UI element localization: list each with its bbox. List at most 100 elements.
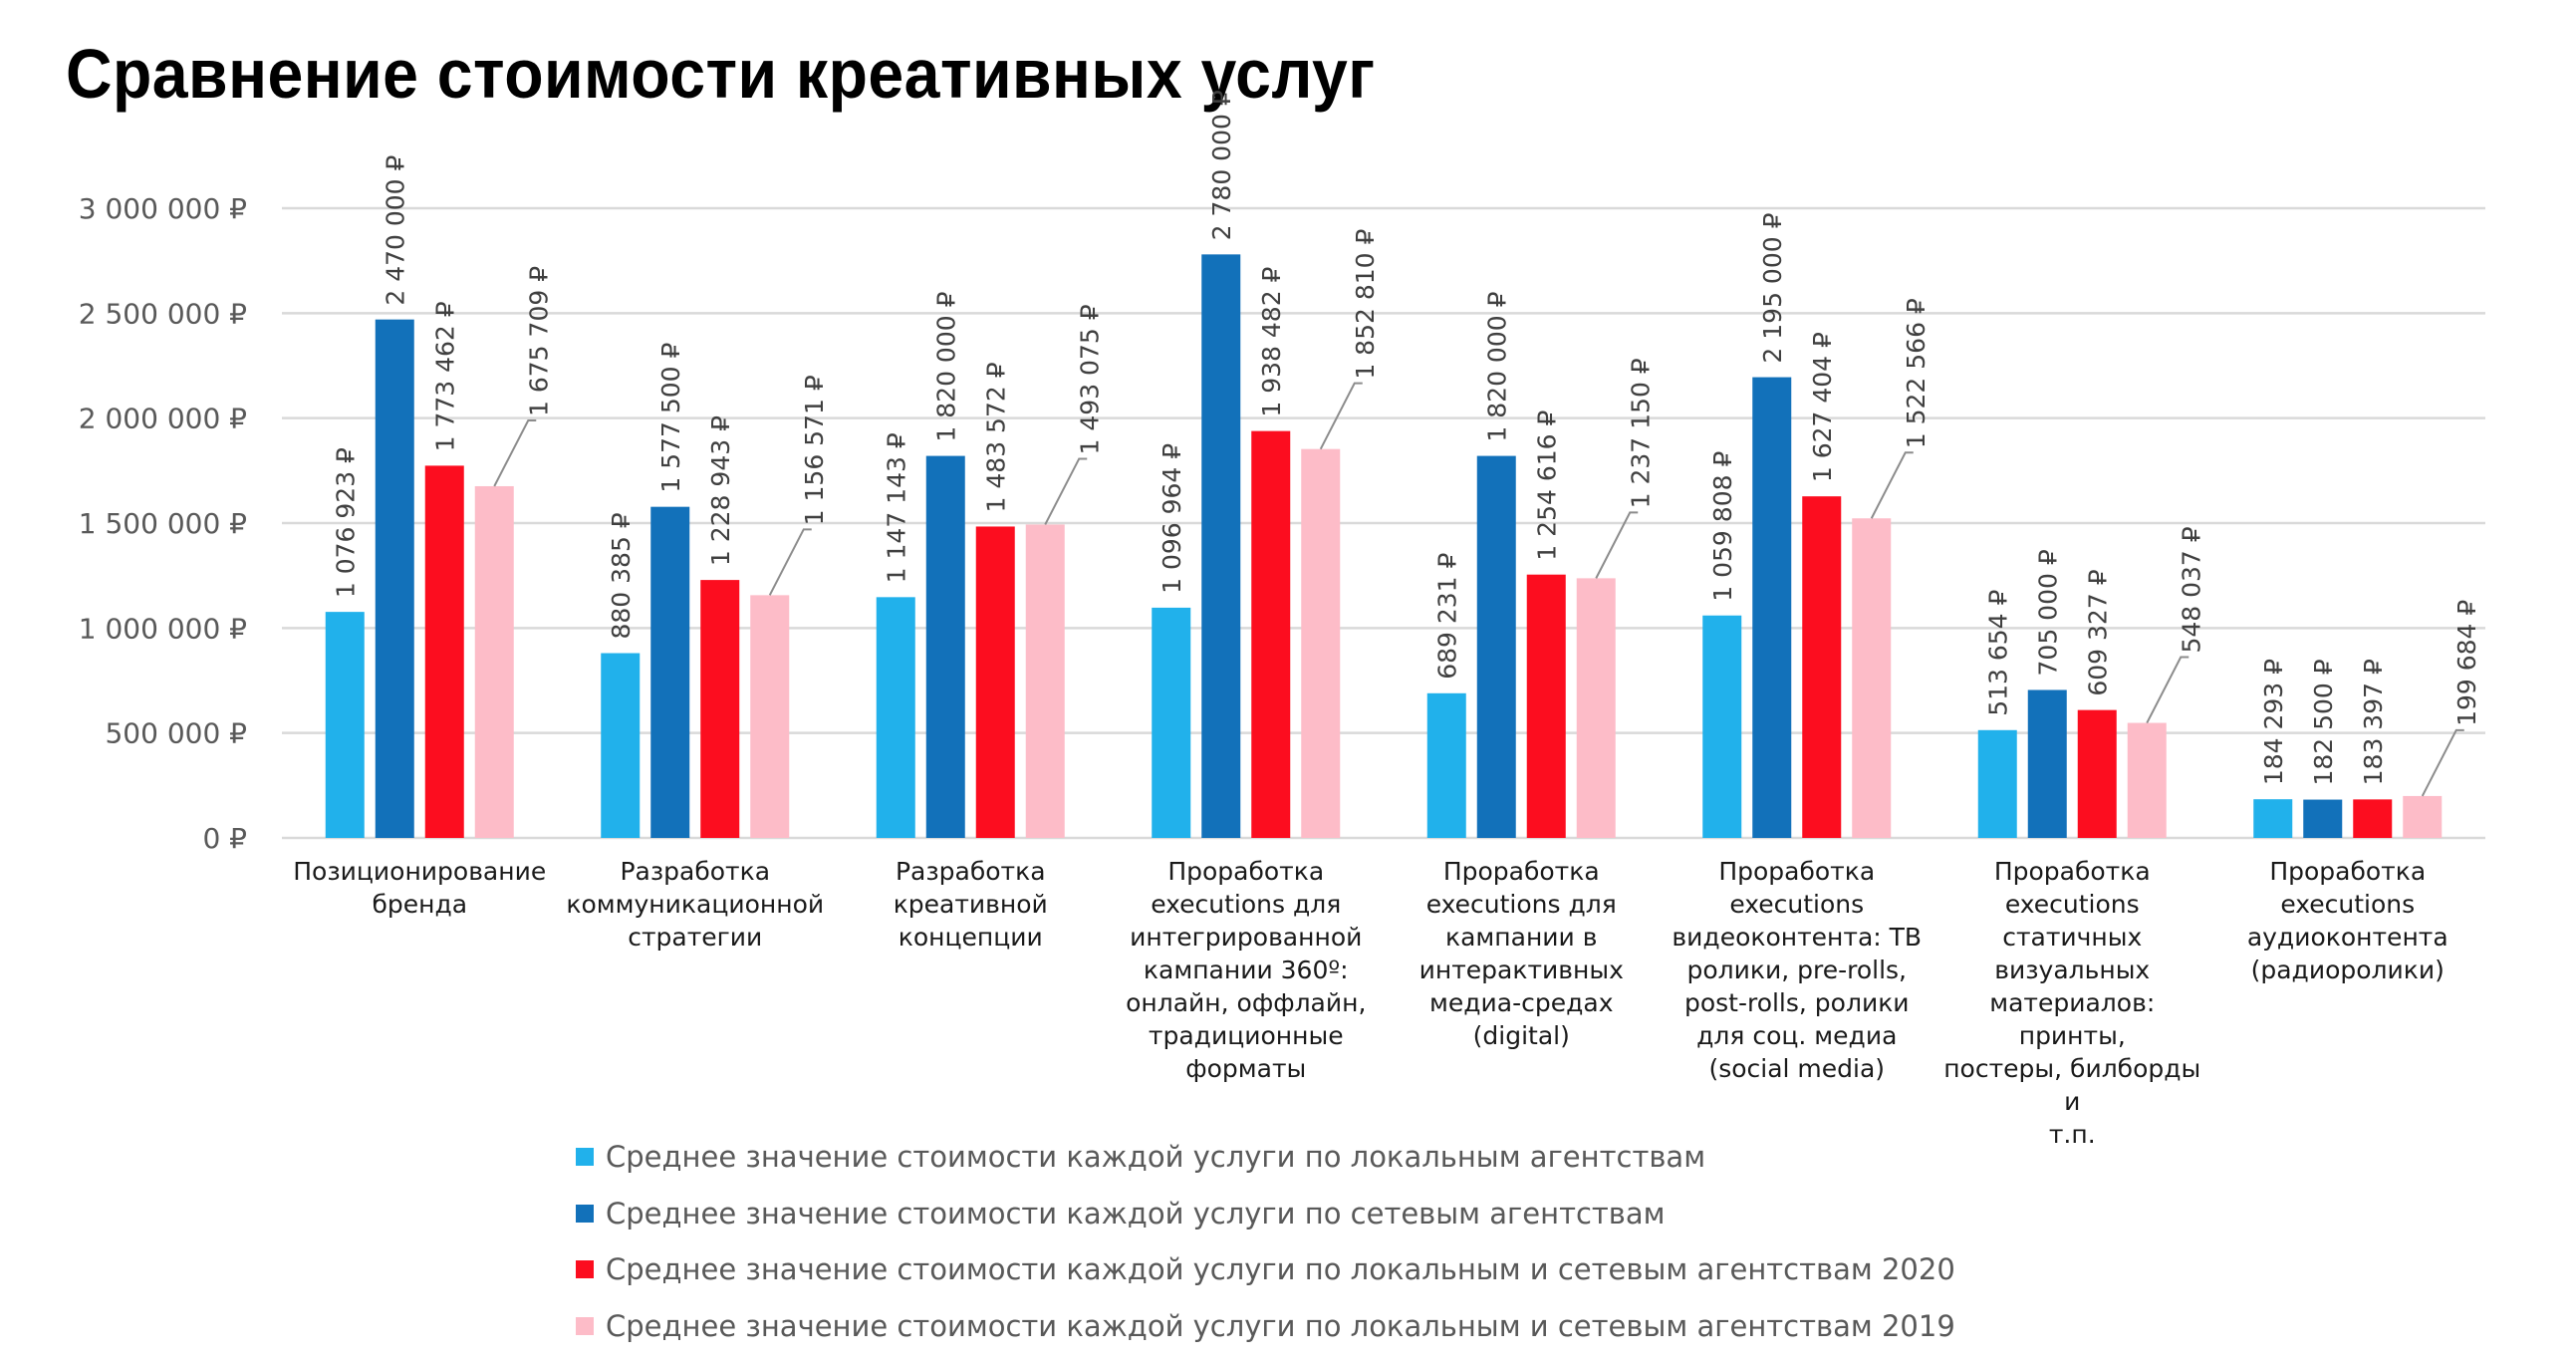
- x-category-label: Проработка executions для кампании в инт…: [1418, 857, 1624, 1050]
- y-tick-label: 1 500 000 ₽: [79, 507, 247, 540]
- value-label: 705 000 ₽: [2033, 549, 2062, 676]
- bar: [325, 612, 365, 838]
- legend-label: Среднее значение стоимости каждой услуги…: [606, 1196, 1666, 1230]
- y-tick-label: 1 000 000 ₽: [79, 612, 247, 645]
- legend-label: Среднее значение стоимости каждой услуги…: [606, 1252, 1955, 1287]
- leader-line: [493, 418, 537, 487]
- x-category-label: Проработка executions аудиоконтента (рад…: [2246, 857, 2448, 984]
- x-category-label: Проработка executions видеоконтента: ТВ …: [1672, 857, 1923, 1083]
- gridlines: [282, 206, 2485, 840]
- legend-swatch: [576, 1148, 594, 1167]
- bar: [2303, 799, 2343, 838]
- value-label: 184 293 ₽: [2259, 659, 2288, 785]
- value-label: 1 820 000 ₽: [1482, 291, 1511, 441]
- bar: [1802, 496, 1842, 838]
- bar: [2253, 799, 2293, 838]
- legend-item: Среднее значение стоимости каждой услуги…: [576, 1241, 1955, 1298]
- bar: [1702, 615, 1742, 838]
- value-label: 2 780 000 ₽: [1207, 90, 1236, 240]
- bar: [424, 465, 464, 838]
- value-label: 1 059 808 ₽: [1708, 451, 1737, 602]
- bar: [925, 455, 965, 838]
- bar: [2403, 795, 2443, 838]
- bar: [1852, 518, 1892, 838]
- value-label: 513 654 ₽: [1983, 589, 2012, 715]
- value-label: 1 147 143 ₽: [882, 432, 910, 583]
- leader-line: [2421, 728, 2464, 797]
- value-label: 183 397 ₽: [2359, 659, 2388, 785]
- value-label: 2 195 000 ₽: [1758, 212, 1787, 363]
- y-tick-label: 0 ₽: [202, 822, 247, 855]
- leader-line: [2146, 656, 2190, 724]
- legend-swatch: [576, 1316, 594, 1335]
- value-label: 199 684 ₽: [2452, 600, 2481, 726]
- y-tick-label: 3 000 000 ₽: [79, 192, 247, 225]
- bar: [876, 597, 915, 838]
- bar: [2127, 722, 2167, 838]
- legend-label: Среднее значение стоимости каждой услуги…: [606, 1140, 1706, 1175]
- value-label: 1 577 500 ₽: [656, 342, 685, 492]
- value-label: 880 385 ₽: [607, 512, 636, 639]
- bar: [474, 485, 514, 838]
- bar: [750, 595, 790, 838]
- value-label: 1 237 150 ₽: [1626, 358, 1655, 508]
- bar: [1251, 430, 1291, 838]
- value-label: 1 773 462 ₽: [430, 301, 459, 451]
- leader-line: [1319, 382, 1363, 450]
- value-labels: 1 076 923 ₽ 880 385 ₽ 1 147 143 ₽ 1 096 964…: [331, 90, 2481, 797]
- bar: [1201, 254, 1241, 838]
- bar: [700, 580, 740, 838]
- bar: [1426, 692, 1466, 838]
- bars: [325, 254, 2443, 838]
- legend-label: Среднее значение стоимости каждой услуги…: [606, 1308, 1955, 1343]
- bar: [1025, 524, 1065, 838]
- value-label: 1 522 566 ₽: [1902, 298, 1931, 448]
- bar: [375, 319, 414, 838]
- legend-swatch: [576, 1260, 594, 1279]
- x-category-label: Позиционирование бренда: [293, 857, 547, 919]
- bar: [1301, 448, 1341, 838]
- bar: [650, 506, 690, 838]
- bar: [1576, 578, 1616, 838]
- bar: [2027, 689, 2067, 838]
- value-label: 182 500 ₽: [2309, 659, 2338, 785]
- bar: [601, 653, 641, 838]
- value-label: 548 037 ₽: [2177, 526, 2205, 653]
- bar: [2077, 709, 2117, 838]
- y-tick-label: 500 000 ₽: [105, 717, 247, 750]
- x-category-label: Разработка коммуникационной стратегии: [566, 857, 825, 952]
- value-label: 1 627 404 ₽: [1808, 332, 1837, 482]
- legend-item: Среднее значение стоимости каждой услуги…: [576, 1186, 1955, 1242]
- legend: Среднее значение стоимости каждой услуги…: [576, 1129, 1955, 1354]
- value-label: 1 228 943 ₽: [706, 415, 735, 566]
- y-axis-tick-labels: 0 ₽ 500 000 ₽ 1 000 000 ₽ 1 500 000 ₽ 2 000 …: [79, 192, 247, 855]
- value-label: 1 675 709 ₽: [524, 266, 553, 416]
- bar: [1526, 574, 1566, 838]
- y-tick-label: 2 000 000 ₽: [79, 403, 247, 435]
- chart-title: Сравнение стоимости креативных услуг: [66, 35, 1376, 113]
- value-label: 1 493 075 ₽: [1075, 304, 1104, 454]
- value-label: 1 096 964 ₽: [1158, 443, 1186, 594]
- bar: [1977, 729, 2017, 838]
- leader-line: [1595, 511, 1639, 579]
- bar: [1152, 607, 1191, 838]
- bar: [2353, 799, 2393, 838]
- value-label: 2 470 000 ₽: [381, 154, 409, 305]
- value-label: 609 327 ₽: [2083, 569, 2112, 695]
- bar: [1476, 455, 1516, 838]
- value-label: 1 076 923 ₽: [331, 447, 360, 598]
- x-category-label: Разработка креативной концепции: [893, 857, 1048, 952]
- y-tick-label: 2 500 000 ₽: [79, 297, 247, 330]
- bar: [1752, 377, 1792, 838]
- legend-item: Среднее значение стоимости каждой услуги…: [576, 1298, 1955, 1355]
- value-label: 1 156 571 ₽: [800, 375, 829, 525]
- legend-swatch: [576, 1204, 594, 1223]
- leader-line: [1044, 457, 1088, 525]
- leader-line: [768, 528, 812, 596]
- value-label: 1 938 482 ₽: [1257, 266, 1286, 416]
- value-label: 689 231 ₽: [1432, 552, 1461, 679]
- bar: [975, 526, 1015, 838]
- value-label: 1 852 810 ₽: [1351, 228, 1380, 379]
- x-category-label: Проработка executions для интегрированно…: [1126, 857, 1367, 1083]
- leader-line: [1870, 451, 1914, 519]
